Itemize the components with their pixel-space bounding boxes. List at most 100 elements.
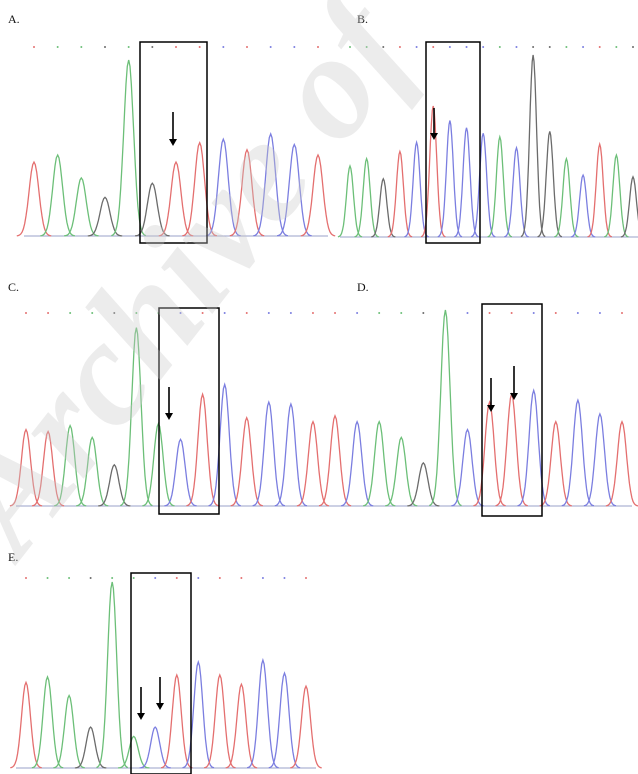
base-call-dot bbox=[576, 312, 579, 314]
trace-peak bbox=[186, 392, 219, 507]
trace-peak bbox=[437, 120, 463, 238]
trace-peak bbox=[16, 160, 52, 237]
trace-peak bbox=[40, 153, 75, 237]
base-call-dot bbox=[632, 46, 634, 48]
trace-peak bbox=[587, 141, 613, 238]
base-call-dot bbox=[598, 46, 601, 48]
base-call-dot bbox=[615, 46, 618, 48]
trace-peak bbox=[583, 412, 617, 507]
trace-peak bbox=[420, 105, 446, 238]
base-call-dot bbox=[283, 577, 286, 579]
base-call-dot bbox=[356, 312, 359, 314]
base-call-dot bbox=[432, 46, 435, 48]
trace-peak bbox=[253, 132, 289, 237]
trace-peak bbox=[517, 388, 550, 507]
panel-label-e: E. bbox=[8, 550, 19, 564]
base-call-dot bbox=[515, 46, 518, 48]
trace-peak bbox=[337, 164, 363, 238]
base-call-dot bbox=[179, 312, 182, 314]
trace-peak bbox=[160, 673, 193, 769]
trace-peak bbox=[407, 461, 440, 507]
trace-peak bbox=[539, 420, 572, 507]
base-call-dot bbox=[311, 312, 314, 314]
base-call-dot bbox=[68, 577, 71, 579]
trace-peak bbox=[274, 402, 308, 507]
base-call-dot bbox=[532, 46, 535, 48]
base-call-dot bbox=[222, 46, 225, 48]
base-call-dot bbox=[510, 312, 513, 314]
trace-peak bbox=[620, 175, 638, 238]
trace-peak bbox=[290, 684, 322, 769]
trace-peak bbox=[429, 309, 462, 507]
trace-peak bbox=[363, 420, 396, 507]
trace-peak bbox=[64, 176, 99, 237]
highlight-box-d bbox=[481, 303, 543, 517]
base-call-dot bbox=[197, 577, 200, 579]
base-call-dot bbox=[33, 46, 35, 48]
base-call-dot bbox=[240, 577, 243, 579]
mutation-arrow-head bbox=[487, 405, 495, 412]
trace-peak bbox=[300, 153, 336, 237]
base-call-dot bbox=[293, 46, 296, 48]
trace-peak bbox=[520, 54, 546, 238]
trace-peak bbox=[605, 419, 638, 507]
base-call-dot bbox=[91, 312, 94, 314]
base-call-dot bbox=[289, 312, 292, 314]
base-call-dot bbox=[465, 46, 468, 48]
panel-label-c: C. bbox=[8, 280, 20, 294]
base-call-dot bbox=[218, 577, 221, 579]
base-call-dot bbox=[198, 46, 201, 48]
base-call-dot bbox=[598, 312, 601, 314]
base-call-dot bbox=[548, 46, 551, 48]
mutation-arrow-head bbox=[137, 713, 145, 720]
trace-peak bbox=[387, 149, 413, 238]
base-call-dot bbox=[89, 577, 92, 579]
base-call-dot bbox=[482, 46, 485, 48]
trace-peak bbox=[96, 581, 129, 769]
trace-peak bbox=[10, 680, 42, 769]
trace-peak bbox=[371, 177, 396, 238]
base-call-dot bbox=[422, 312, 425, 314]
trace-peak bbox=[561, 398, 595, 507]
trace-peak bbox=[487, 134, 513, 238]
base-call-dot bbox=[334, 312, 337, 314]
base-call-dot bbox=[621, 312, 623, 314]
trace-peak bbox=[473, 400, 506, 507]
trace-peak bbox=[164, 438, 197, 507]
trace-peak bbox=[296, 420, 330, 507]
base-call-dot bbox=[532, 312, 535, 314]
trace-peak bbox=[495, 392, 528, 507]
panel-label-d: D. bbox=[357, 280, 369, 294]
trace-peak bbox=[74, 726, 107, 769]
base-call-dot bbox=[80, 46, 83, 48]
base-call-dot bbox=[498, 46, 501, 48]
trace-peak bbox=[404, 139, 429, 238]
trace-peak bbox=[230, 416, 263, 507]
trace-peak bbox=[252, 400, 286, 507]
trace-peak bbox=[204, 673, 236, 769]
trace-peak bbox=[229, 148, 265, 237]
base-call-dot bbox=[448, 46, 451, 48]
trace-peak bbox=[537, 131, 563, 238]
panel-label-a: A. bbox=[8, 12, 20, 26]
base-call-dot bbox=[246, 46, 248, 48]
trace-peak bbox=[604, 153, 629, 238]
trace-peak bbox=[87, 196, 123, 237]
base-call-dot bbox=[154, 577, 157, 579]
panel-label-b: B. bbox=[357, 12, 369, 26]
trace-peak bbox=[120, 327, 153, 507]
trace-peak bbox=[158, 160, 194, 237]
trace-peak bbox=[246, 657, 279, 769]
mutation-arrow-head bbox=[430, 133, 438, 140]
trace-peak bbox=[208, 382, 241, 507]
base-call-dot bbox=[175, 46, 177, 48]
base-call-dot bbox=[488, 312, 491, 314]
mutation-arrow-head bbox=[169, 139, 177, 146]
trace-peak bbox=[205, 137, 241, 237]
trace-peak bbox=[31, 675, 64, 769]
base-call-dot bbox=[127, 46, 130, 48]
mutation-arrow-head bbox=[156, 703, 164, 710]
trace-peak bbox=[354, 156, 379, 238]
base-call-dot bbox=[269, 46, 272, 48]
